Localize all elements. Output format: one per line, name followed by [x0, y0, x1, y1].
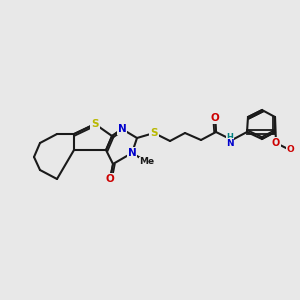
Text: O: O: [286, 146, 294, 154]
Text: O: O: [106, 174, 114, 184]
Text: O: O: [272, 138, 280, 148]
Text: N: N: [128, 148, 136, 158]
Text: O: O: [211, 113, 219, 123]
Text: N: N: [226, 139, 234, 148]
Text: H: H: [226, 133, 233, 142]
Text: S: S: [91, 119, 99, 129]
Text: S: S: [150, 128, 158, 138]
Text: Me: Me: [140, 158, 154, 166]
Text: N: N: [118, 124, 126, 134]
